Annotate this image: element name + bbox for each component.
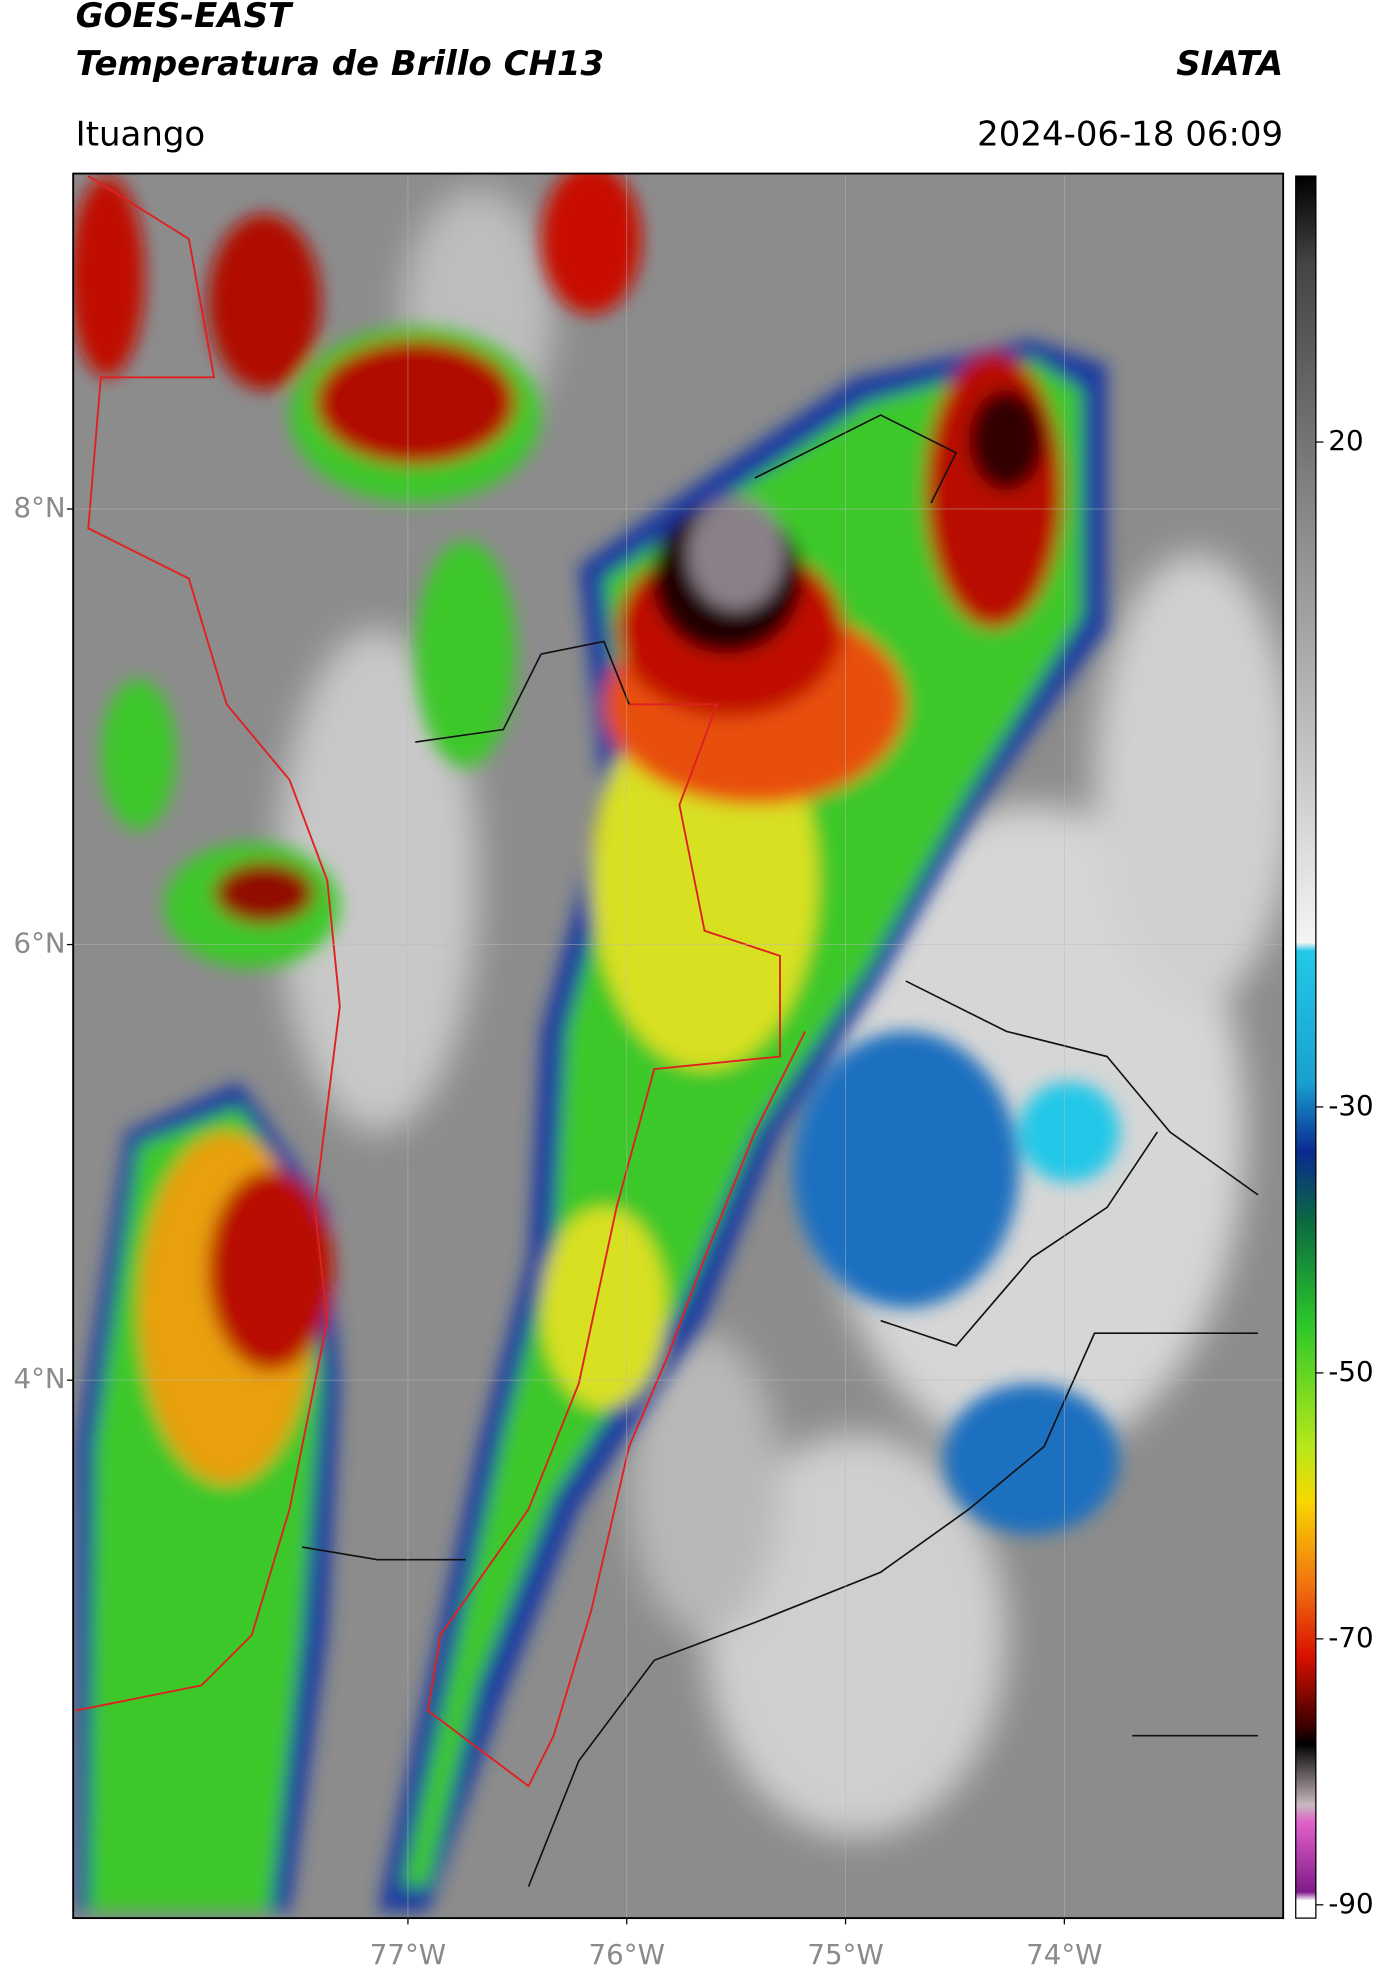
datetime: 2024-06-18 06:09	[977, 114, 1283, 154]
title: GOES-EAST	[76, 0, 294, 36]
colorbar-tick-label: -50	[1328, 1355, 1373, 1388]
grid	[73, 173, 1284, 1919]
y-tick-label: 6°N	[14, 927, 66, 960]
x-tick-label: 74°W	[1026, 1938, 1102, 1971]
map-frame	[72, 172, 1285, 1920]
location: Ituango	[76, 114, 206, 154]
colorbar-tick-label: -90	[1328, 1887, 1373, 1920]
satellite-image	[73, 173, 1284, 1919]
colorbar-tick-label: 20	[1328, 424, 1363, 457]
y-tick-label: 8°N	[14, 491, 66, 524]
x-tick-label: 77°W	[370, 1938, 446, 1971]
subtitle: Temperatura de Brillo CH13	[76, 44, 604, 84]
colorbar-tick-label: -70	[1328, 1621, 1373, 1654]
y-tick-label: 4°N	[14, 1362, 66, 1395]
colorbar-tick-label: -30	[1328, 1089, 1373, 1122]
source: SIATA	[1176, 44, 1283, 84]
colorbar	[1295, 175, 1317, 1919]
x-tick-label: 76°W	[589, 1938, 665, 1971]
x-tick-label: 75°W	[807, 1938, 883, 1971]
